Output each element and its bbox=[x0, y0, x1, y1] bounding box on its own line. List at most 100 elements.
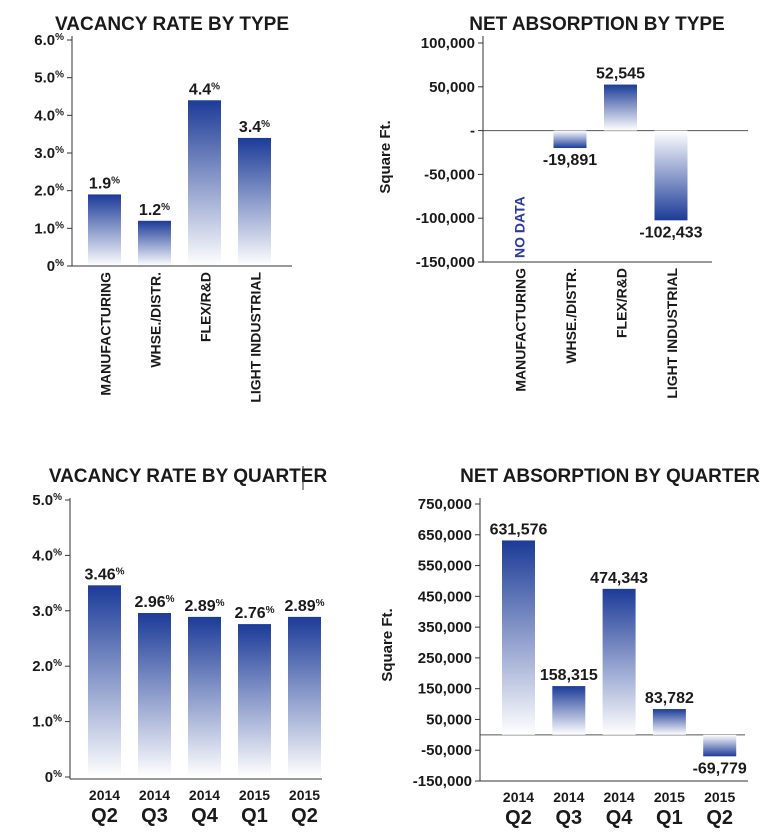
bar bbox=[188, 100, 221, 267]
no-data-label: NO DATA bbox=[512, 196, 528, 258]
data-label: 3.4% bbox=[239, 119, 270, 136]
y-tick-label: 450,000 bbox=[418, 588, 472, 605]
chart-net-absorption-by-type: NET ABSORPTION BY TYPE Square Ft. -150,0… bbox=[377, 14, 748, 399]
x-tick-label: WHSE./DISTR. bbox=[148, 272, 164, 368]
y-tick-label: 0% bbox=[45, 769, 62, 786]
y-tick-label: -50,000 bbox=[421, 742, 472, 759]
x-tick-year: 2015 bbox=[704, 789, 735, 805]
x-tick-label: LIGHT INDUSTRIAL bbox=[664, 268, 680, 399]
bar bbox=[88, 194, 121, 266]
y-tick-label: 750,000 bbox=[418, 496, 472, 513]
chart-net-absorption-by-quarter: NET ABSORPTION BY QUARTER Square Ft. -15… bbox=[379, 466, 760, 829]
y-tick-label: 100,000 bbox=[421, 35, 475, 52]
data-label: 4.4% bbox=[189, 81, 220, 98]
x-tick-quarter: Q1 bbox=[656, 807, 683, 829]
x-tick-label: FLEX/R&D bbox=[198, 272, 214, 342]
x-tick-label: WHSE./DISTR. bbox=[563, 268, 579, 364]
y-tick-label: 250,000 bbox=[418, 650, 472, 667]
y-tick-label: 3.0% bbox=[32, 603, 62, 620]
bar bbox=[652, 709, 686, 735]
y-tick-label: 1.0% bbox=[34, 220, 64, 237]
bar bbox=[288, 616, 321, 777]
y-tick-label: - bbox=[470, 123, 475, 140]
y-tick-label: 150,000 bbox=[418, 681, 472, 698]
y-tick-label: -100,000 bbox=[416, 210, 475, 227]
data-label: 158,315 bbox=[540, 667, 598, 684]
x-tick-year: 2014 bbox=[503, 789, 534, 805]
data-label: 2.89% bbox=[284, 598, 324, 615]
x-tick-quarter: Q2 bbox=[91, 805, 118, 827]
x-tick-year: 2014 bbox=[89, 787, 120, 803]
y-tick-label: 3.0% bbox=[34, 145, 64, 162]
x-tick-quarter: Q3 bbox=[555, 807, 582, 829]
bar bbox=[238, 624, 271, 777]
y-tick-label: 550,000 bbox=[418, 558, 472, 575]
bar bbox=[188, 616, 221, 777]
x-tick-year: 2015 bbox=[654, 789, 685, 805]
data-label: 631,576 bbox=[490, 521, 548, 538]
bar bbox=[138, 220, 171, 266]
y-tick-label: 350,000 bbox=[418, 619, 472, 636]
chart-vacancy-rate-by-quarter: VACANCY RATE BY QUARTER 0% 1.0% 2.0% 3.0% 4.… bbox=[32, 466, 327, 827]
x-tick-quarter: Q2 bbox=[706, 807, 733, 829]
x-tick-year: 2014 bbox=[553, 789, 584, 805]
data-label: 474,343 bbox=[590, 570, 648, 587]
y-tick-label: -50,000 bbox=[424, 166, 475, 183]
data-label: 2.96% bbox=[134, 594, 174, 611]
x-tick-year: 2015 bbox=[239, 787, 270, 803]
y-tick-label: 50,000 bbox=[426, 711, 472, 728]
bar bbox=[553, 130, 587, 149]
y-tick-label: 2.0% bbox=[34, 183, 64, 200]
y-tick-label: 5.0% bbox=[32, 492, 62, 509]
y-axis-label: Square Ft. bbox=[377, 120, 394, 193]
x-tick-quarter: Q4 bbox=[191, 805, 219, 827]
bar bbox=[654, 130, 688, 221]
y-tick-label: 0% bbox=[47, 258, 64, 275]
x-tick-year: 2014 bbox=[139, 787, 170, 803]
data-label: 83,782 bbox=[645, 690, 694, 707]
bar bbox=[502, 540, 535, 735]
x-tick-year: 2014 bbox=[604, 789, 635, 805]
y-tick-label: 50,000 bbox=[429, 79, 475, 96]
y-tick-label: 4.0% bbox=[32, 547, 62, 564]
x-tick-quarter: Q2 bbox=[505, 807, 532, 829]
y-axis-label: Square Ft. bbox=[379, 608, 396, 681]
data-label: 3.46% bbox=[84, 566, 124, 583]
x-tick-label: MANUFACTURING bbox=[98, 272, 114, 396]
x-tick-label: FLEX/R&D bbox=[614, 268, 630, 338]
bar bbox=[552, 686, 586, 735]
data-label: 1.2% bbox=[139, 202, 170, 219]
data-label: -69,779 bbox=[693, 760, 747, 777]
y-tick-label: -150,000 bbox=[416, 254, 475, 271]
x-tick-quarter: Q2 bbox=[291, 805, 318, 827]
data-label: -19,891 bbox=[543, 152, 597, 169]
chart-title: VACANCY RATE BY QUARTER bbox=[49, 466, 328, 487]
x-tick-quarter: Q1 bbox=[241, 805, 268, 827]
y-tick-label: -150,000 bbox=[413, 773, 472, 790]
data-label: 52,545 bbox=[596, 66, 645, 83]
data-label: 1.9% bbox=[89, 175, 120, 192]
y-tick-label: 4.0% bbox=[34, 107, 64, 124]
x-tick-year: 2014 bbox=[189, 787, 220, 803]
chart-title: NET ABSORPTION BY TYPE bbox=[469, 14, 724, 35]
x-tick-label: MANUFACTURING bbox=[513, 268, 529, 392]
bar bbox=[602, 588, 636, 735]
x-tick-year: 2015 bbox=[289, 787, 320, 803]
data-label: 2.76% bbox=[234, 605, 274, 622]
y-tick-label: 1.0% bbox=[32, 714, 62, 731]
bar bbox=[88, 585, 121, 777]
x-tick-quarter: Q3 bbox=[141, 805, 168, 827]
data-label: 2.89% bbox=[184, 598, 224, 615]
bar bbox=[703, 734, 737, 757]
chart-vacancy-rate-by-type: VACANCY RATE BY TYPE 0% 1.0% 2.0% 3.0% 4.0% 5… bbox=[34, 14, 292, 403]
bar bbox=[238, 137, 271, 266]
x-tick-quarter: Q4 bbox=[606, 807, 634, 829]
y-tick-label: 5.0% bbox=[34, 70, 64, 87]
chart-title: VACANCY RATE BY TYPE bbox=[55, 14, 289, 35]
y-tick-label: 650,000 bbox=[418, 527, 472, 544]
x-tick-label: LIGHT INDUSTRIAL bbox=[248, 272, 264, 403]
bar bbox=[604, 84, 637, 131]
y-tick-label: 6.0% bbox=[34, 32, 64, 49]
y-tick-label: 2.0% bbox=[32, 658, 62, 675]
